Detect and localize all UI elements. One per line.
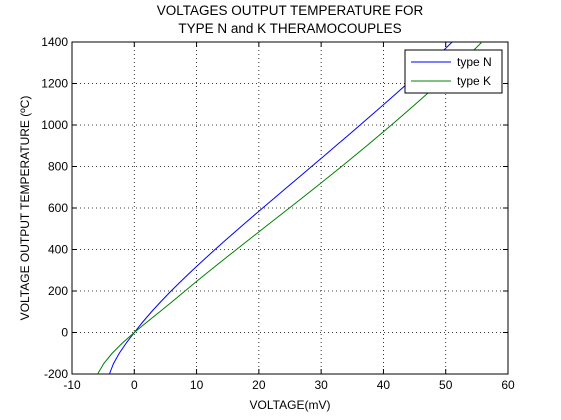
x-tick-label: 20 [252,378,266,392]
x-tick-label: 60 [501,378,515,392]
y-tick-label: -200 [44,367,68,381]
legend: type N type K [404,49,503,94]
legend-box [404,49,503,94]
chart-title-line2: TYPE N and K THERAMOCOUPLES [178,21,401,36]
x-tick-label: 0 [131,378,138,392]
y-tick-label: 1400 [41,35,68,49]
y-tick-label: 800 [48,160,68,174]
y-tick-label: 1200 [41,77,68,91]
tick-layer: -10 0 10 20 30 40 50 60 -200 0 200 400 600 800 1000 120… [41,35,515,392]
y-tick-label: 1000 [41,118,68,132]
series-layer [97,41,483,375]
series-line-type-n [108,41,453,375]
x-tick-label: 10 [190,378,204,392]
y-tick-label: 0 [61,326,68,340]
y-axis-label: VOLTAGE OUTPUT TEMPERATURE (ºC) [18,96,32,321]
legend-label: type K [457,74,491,88]
legend-label: type N [457,55,492,69]
series-line-type-k [97,41,483,375]
y-tick-label: 200 [48,284,68,298]
chart-title-line1: VOLTAGES OUTPUT TEMPERATURE FOR [157,3,424,18]
x-tick-label: 30 [314,378,328,392]
x-axis-label: VOLTAGE(mV) [250,398,331,412]
grid-layer [72,42,508,374]
x-tick-label: -10 [63,378,81,392]
y-tick-label: 400 [48,243,68,257]
x-tick-label: 40 [377,378,391,392]
y-tick-label: 600 [48,201,68,215]
x-tick-label: 50 [439,378,453,392]
